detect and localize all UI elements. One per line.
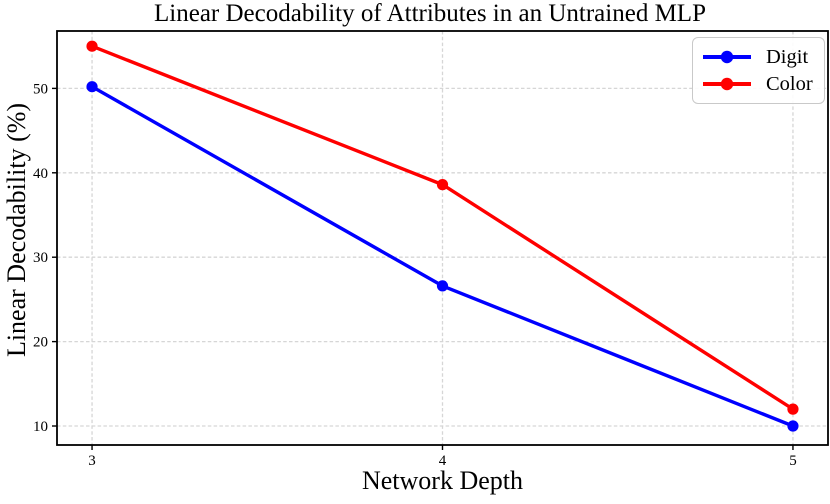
- data-point-digit: [436, 280, 449, 292]
- legend-marker-digit-icon: [720, 50, 734, 63]
- y-tick-label: 20: [33, 335, 48, 351]
- data-point-digit: [86, 81, 98, 93]
- y-tick-label: 10: [33, 419, 48, 435]
- y-tick-label: 30: [33, 250, 48, 266]
- legend-label-digit: Digit: [766, 45, 809, 68]
- x-axis-label: Network Depth: [361, 466, 523, 495]
- x-tick-label: 4: [439, 453, 447, 469]
- data-point-color: [787, 403, 799, 415]
- legend-line-sample-color: [703, 78, 751, 91]
- legend-item-digit: Digit: [701, 45, 816, 68]
- legend-line-sample-digit: [703, 50, 751, 63]
- y-tick-label: 40: [33, 166, 48, 182]
- legend-marker-color-icon: [720, 78, 734, 91]
- y-tick-label: 50: [33, 81, 48, 97]
- chart-title: Linear Decodability of Attributes in an …: [154, 0, 706, 27]
- data-point-color: [436, 179, 449, 191]
- data-point-color: [86, 40, 98, 52]
- legend: Digit Color: [692, 37, 825, 104]
- legend-label-color: Color: [766, 73, 813, 95]
- x-tick-label: 3: [88, 453, 96, 469]
- data-point-digit: [787, 420, 799, 432]
- legend-item-color: Color: [701, 74, 816, 95]
- x-tick-label: 5: [789, 453, 797, 469]
